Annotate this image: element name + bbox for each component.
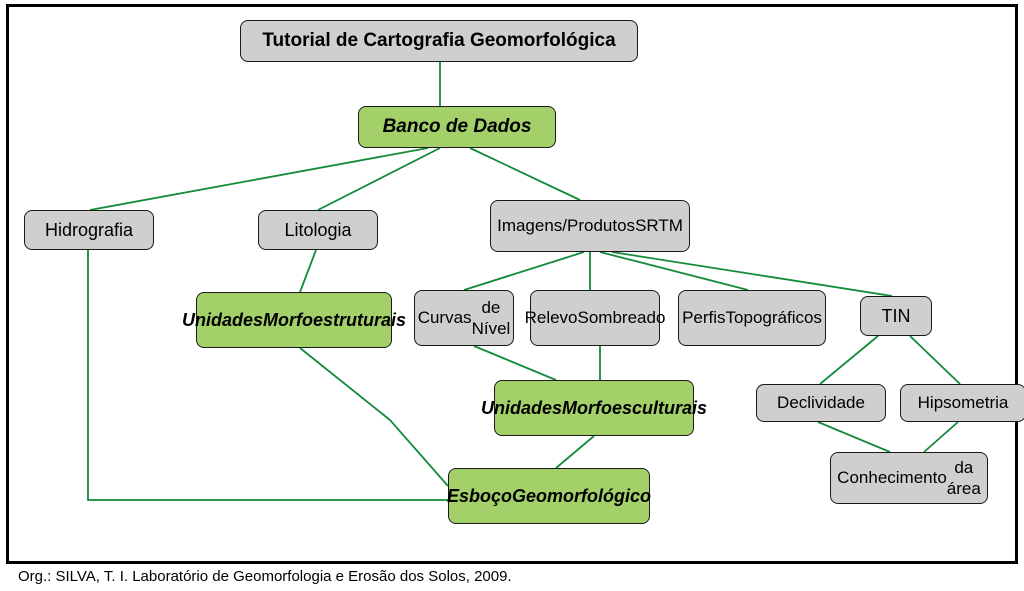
node-lito: Litologia [258, 210, 378, 250]
node-perfis: PerfisTopográficos [678, 290, 826, 346]
node-decliv: Declividade [756, 384, 886, 422]
node-banco: Banco de Dados [358, 106, 556, 148]
node-tin: TIN [860, 296, 932, 336]
node-relevo: RelevoSombreado [530, 290, 660, 346]
node-hidro: Hidrografia [24, 210, 154, 250]
node-morfoestr: UnidadesMorfoestruturais [196, 292, 392, 348]
node-hipso: Hipsometria [900, 384, 1024, 422]
node-morfoesc: UnidadesMorfoesculturais [494, 380, 694, 436]
node-esboco: EsboçoGeomorfológico [448, 468, 650, 524]
node-curvas: Curvasde Nível [414, 290, 514, 346]
node-srtm: Imagens/ProdutosSRTM [490, 200, 690, 252]
node-conhec: Conhecimentoda área [830, 452, 988, 504]
node-title: Tutorial de Cartografia Geomorfológica [240, 20, 638, 62]
caption-text: Org.: SILVA, T. I. Laboratório de Geomor… [18, 568, 512, 585]
